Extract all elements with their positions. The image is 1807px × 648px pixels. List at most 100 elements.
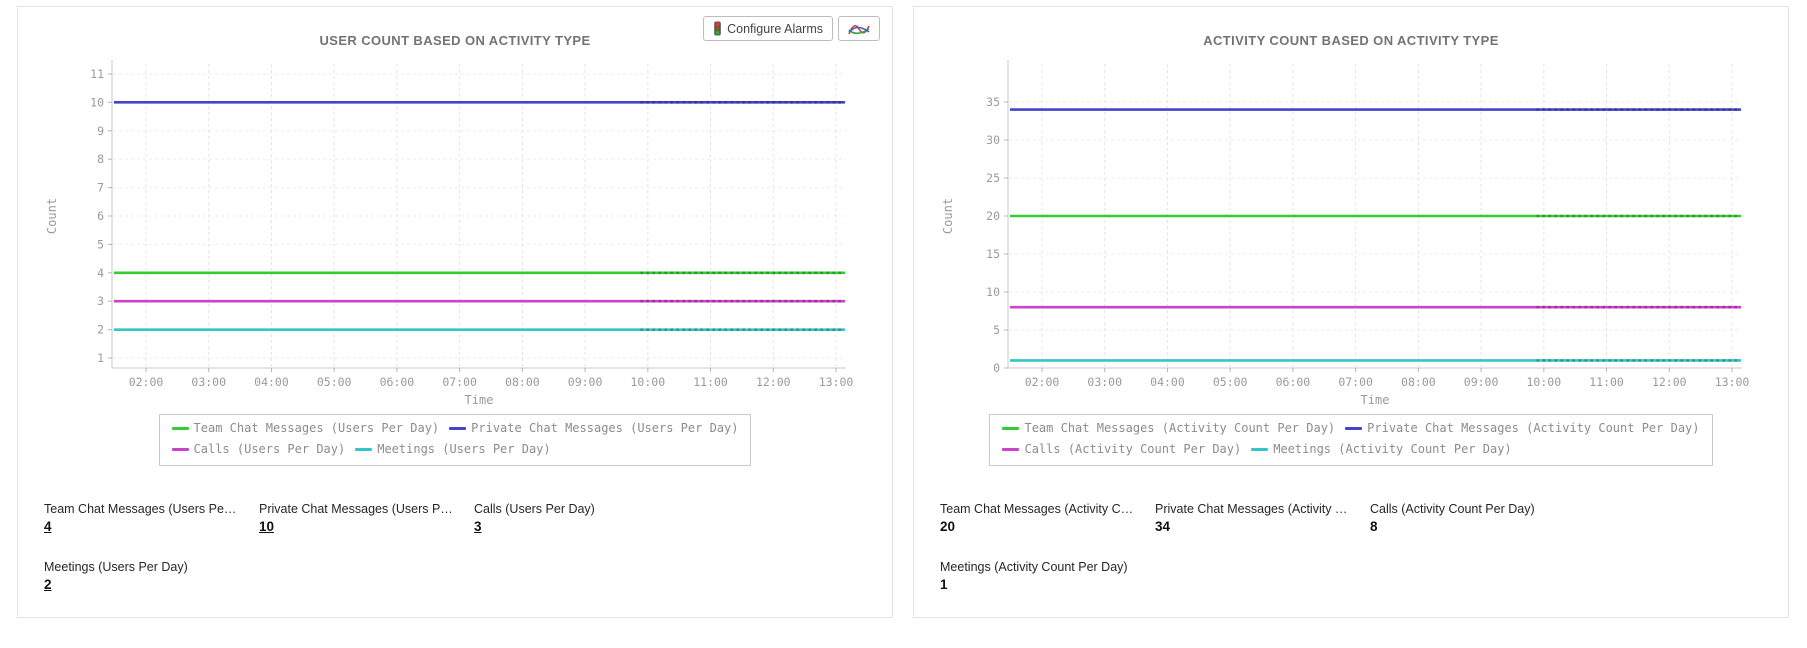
svg-text:03:00: 03:00 (1087, 375, 1122, 389)
legend-label: Meetings (Users Per Day) (377, 442, 551, 456)
chart-title: ACTIVITY COUNT BASED ON ACTIVITY TYPE (1203, 33, 1499, 48)
svg-text:5: 5 (97, 237, 104, 251)
activity-count-line-chart: 0 5 10 15 20 25 30 35 02:00 03:00 04:00 05:00 06:00 0… (941, 60, 1750, 407)
legend-row: Team Chat Messages (Users Per Day) Priva… (171, 418, 738, 439)
legend-swatch (171, 448, 189, 451)
legend-row: Team Chat Messages (Activity Count Per D… (1002, 418, 1700, 439)
svg-text:15: 15 (986, 247, 1000, 261)
legend-row: Calls (Activity Count Per Day) Meetings … (1002, 439, 1699, 460)
svg-text:35: 35 (986, 95, 1000, 109)
chart-view-button[interactable] (838, 16, 880, 41)
legend-item: Meetings (Users Per Day) (355, 439, 551, 460)
svg-text:5: 5 (993, 323, 1000, 337)
svg-text:13:00: 13:00 (819, 375, 854, 389)
svg-text:4: 4 (97, 266, 104, 280)
chart-title: USER COUNT BASED ON ACTIVITY TYPE (319, 33, 591, 48)
svg-text:07:00: 07:00 (442, 375, 477, 389)
svg-text:2: 2 (97, 323, 104, 337)
svg-text:08:00: 08:00 (1401, 375, 1436, 389)
svg-text:11:00: 11:00 (693, 375, 728, 389)
svg-text:02:00: 02:00 (129, 375, 164, 389)
svg-text:11: 11 (90, 67, 104, 81)
svg-text:06:00: 06:00 (1276, 375, 1311, 389)
svg-text:3: 3 (97, 294, 104, 308)
stat-calls-users: Calls (Users Per Day) 3 (474, 502, 689, 536)
chart-legend: Team Chat Messages (Activity Count Per D… (989, 414, 1713, 466)
svg-text:10: 10 (986, 285, 1000, 299)
stat-private-chat-activity: Private Chat Messages (Activity … 34 (1155, 502, 1370, 536)
svg-text:04:00: 04:00 (1150, 375, 1185, 389)
legend-item: Team Chat Messages (Activity Count Per D… (1002, 418, 1335, 439)
stat-team-chat-users: Team Chat Messages (Users Pe… 4 (44, 502, 259, 536)
svg-text:07:00: 07:00 (1338, 375, 1373, 389)
configure-alarms-button[interactable]: Configure Alarms (703, 16, 833, 41)
svg-text:7: 7 (97, 181, 104, 195)
stat-value-link[interactable]: 8 (1370, 519, 1378, 534)
svg-text:Time: Time (1361, 393, 1390, 407)
svg-text:Time: Time (465, 393, 494, 407)
traffic-light-icon (714, 21, 721, 36)
svg-text:06:00: 06:00 (380, 375, 415, 389)
legend-item: Calls (Users Per Day) (171, 439, 345, 460)
stat-value-link[interactable]: 3 (474, 519, 482, 534)
svg-text:10: 10 (90, 95, 104, 109)
svg-text:9: 9 (97, 124, 104, 138)
svg-text:8: 8 (97, 152, 104, 166)
stat-label: Team Chat Messages (Users Pe… (44, 502, 237, 516)
stat-label: Team Chat Messages (Activity C… (940, 502, 1134, 516)
svg-text:10:00: 10:00 (1527, 375, 1562, 389)
svg-text:03:00: 03:00 (191, 375, 226, 389)
legend-swatch (1345, 427, 1363, 430)
stat-label: Meetings (Activity Count Per Day) (940, 560, 1128, 574)
legend-swatch (171, 427, 189, 430)
stat-value-link[interactable]: 4 (44, 519, 52, 534)
stat-value-link[interactable]: 20 (940, 519, 956, 534)
legend-item: Private Chat Messages (Users Per Day) (449, 418, 738, 439)
stat-value-link[interactable]: 2 (44, 577, 52, 592)
stat-label: Private Chat Messages (Users P… (259, 502, 453, 516)
svg-text:09:00: 09:00 (1464, 375, 1499, 389)
legend-item: Meetings (Activity Count Per Day) (1251, 439, 1512, 460)
stat-value-link[interactable]: 34 (1155, 519, 1171, 534)
svg-text:Count: Count (45, 198, 59, 234)
svg-text:12:00: 12:00 (756, 375, 791, 389)
legend-label: Private Chat Messages (Activity Count Pe… (1367, 421, 1700, 435)
user-count-panel: Configure Alarms USER COUNT BASED ON ACT… (17, 6, 893, 618)
panel-toolbar: Configure Alarms (703, 16, 880, 41)
svg-text:1: 1 (97, 351, 104, 365)
svg-text:20: 20 (986, 209, 1000, 223)
svg-text:13:00: 13:00 (1715, 375, 1750, 389)
legend-label: Private Chat Messages (Users Per Day) (471, 421, 739, 435)
svg-text:25: 25 (986, 171, 1000, 185)
stat-value-link[interactable]: 1 (940, 577, 948, 592)
svg-text:08:00: 08:00 (505, 375, 540, 389)
line-chart-icon (848, 24, 870, 34)
legend-swatch (1002, 427, 1020, 430)
stat-label: Calls (Activity Count Per Day) (1370, 502, 1535, 516)
legend-row: Calls (Users Per Day) Meetings (Users Pe… (171, 439, 739, 460)
legend-label: Team Chat Messages (Activity Count Per D… (1024, 421, 1336, 435)
legend-item: Calls (Activity Count Per Day) (1002, 439, 1241, 460)
summary-stats: Team Chat Messages (Activity C… 20 Priva… (940, 502, 1788, 594)
stat-label: Private Chat Messages (Activity … (1155, 502, 1348, 516)
legend-label: Calls (Activity Count Per Day) (1024, 442, 1242, 456)
svg-text:0: 0 (993, 361, 1000, 375)
svg-text:10:00: 10:00 (631, 375, 666, 389)
stat-label: Calls (Users Per Day) (474, 502, 595, 516)
svg-text:05:00: 05:00 (1213, 375, 1248, 389)
stat-team-chat-activity: Team Chat Messages (Activity C… 20 (940, 502, 1155, 536)
svg-text:12:00: 12:00 (1652, 375, 1687, 389)
summary-stats: Team Chat Messages (Users Pe… 4 Private … (44, 502, 892, 594)
legend-swatch (355, 448, 373, 451)
svg-text:30: 30 (986, 133, 1000, 147)
chart-legend: Team Chat Messages (Users Per Day) Priva… (158, 414, 752, 466)
legend-label: Meetings (Activity Count Per Day) (1273, 442, 1512, 456)
user-count-line-chart: 1 2 3 4 5 6 7 8 9 10 11 02:00 03:00 04:00 05:00 06:00 07… (45, 60, 854, 407)
legend-swatch (449, 427, 467, 430)
stat-value-link[interactable]: 10 (259, 519, 275, 534)
legend-item: Private Chat Messages (Activity Count Pe… (1345, 418, 1700, 439)
stat-meetings-users: Meetings (Users Per Day) 2 (44, 560, 259, 594)
svg-text:Count: Count (941, 198, 955, 234)
stat-private-chat-users: Private Chat Messages (Users P… 10 (259, 502, 474, 536)
